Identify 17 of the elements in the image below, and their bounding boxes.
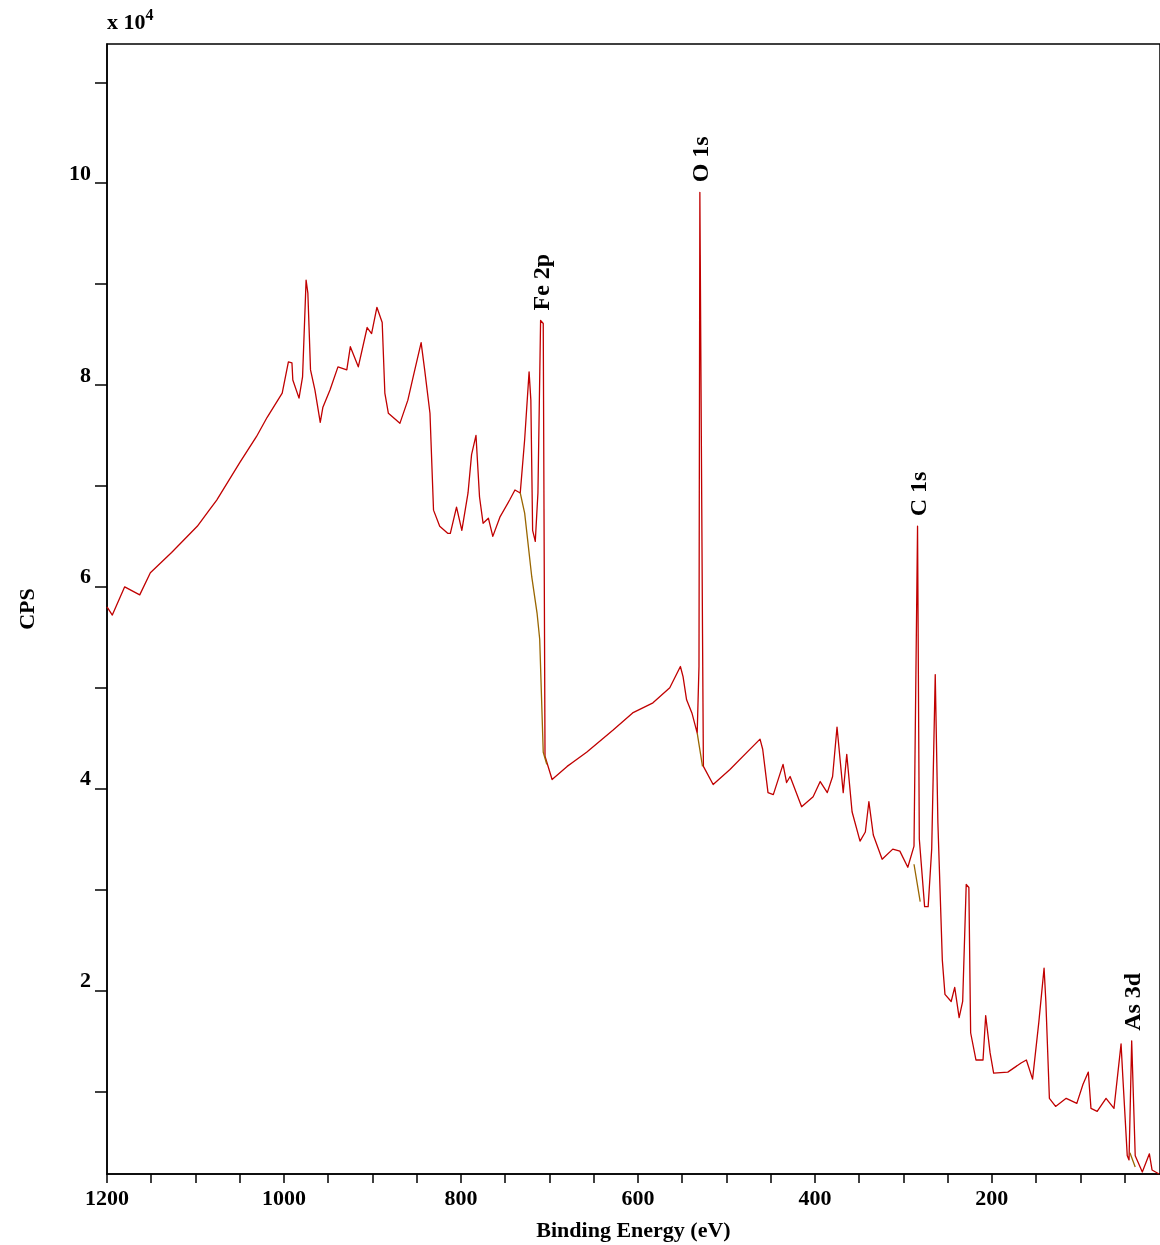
y-axis-title: CPS: [13, 588, 39, 630]
x-tick-label: 600: [621, 1184, 655, 1210]
annotation: C 1s: [904, 471, 931, 517]
x-tick-label: 800: [444, 1184, 478, 1210]
x-tick-label: 400: [798, 1184, 832, 1210]
annotation: Fe 2p: [527, 253, 554, 311]
y-tick-label: 10: [69, 159, 91, 185]
x-axis-title: Binding Energy (eV): [536, 1216, 731, 1242]
y-tick-label: 2: [80, 966, 91, 992]
y-tick-label: 8: [80, 361, 91, 387]
annotation: As 3d: [1118, 972, 1145, 1031]
x-tick-label: 200: [975, 1184, 1009, 1210]
annotation: O 1s: [686, 136, 713, 183]
y-tick-label: 4: [80, 765, 91, 791]
x-tick-label: 1000: [261, 1184, 306, 1210]
y-tick-label: 6: [80, 563, 91, 589]
x-tick-label: 1200: [85, 1184, 129, 1210]
